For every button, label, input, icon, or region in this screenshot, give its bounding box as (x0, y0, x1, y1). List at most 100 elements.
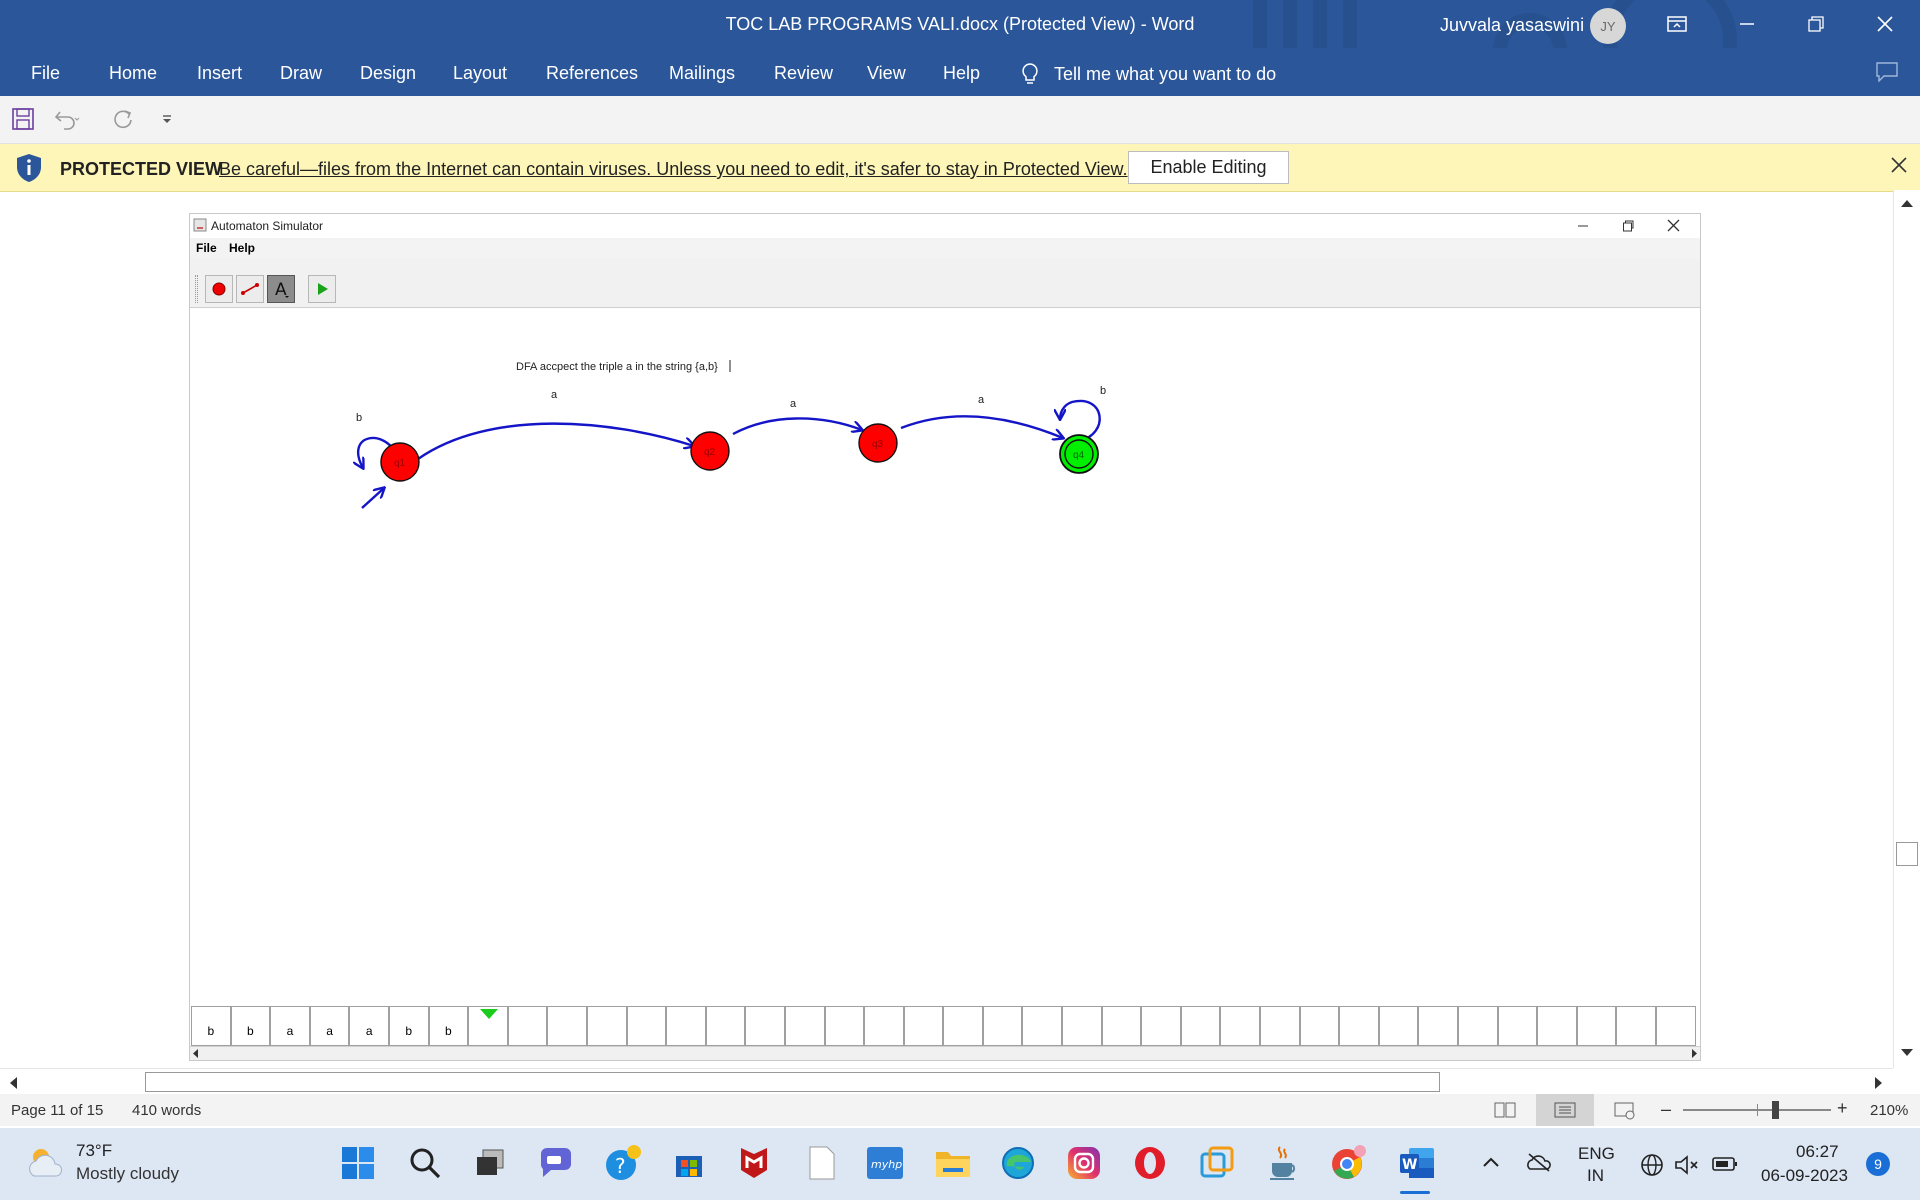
tape-cell[interactable] (864, 1006, 904, 1046)
close-button[interactable] (1862, 0, 1908, 48)
restore-button[interactable] (1793, 0, 1839, 48)
add-state-tool[interactable] (205, 275, 233, 303)
tape-cell[interactable] (982, 1006, 1023, 1046)
start-button[interactable] (337, 1142, 379, 1184)
file-explorer-button[interactable] (932, 1142, 974, 1184)
customize-toolbar-icon[interactable] (160, 114, 174, 124)
scroll-left-icon[interactable] (192, 1049, 200, 1058)
tape-cell[interactable] (586, 1006, 627, 1046)
minimize-button[interactable] (1724, 0, 1770, 48)
tab-home[interactable]: Home (109, 63, 158, 83)
tape-cell[interactable] (547, 1006, 587, 1046)
web-layout-icon[interactable] (1614, 1102, 1636, 1120)
tape-cell[interactable]: b (230, 1006, 271, 1046)
tape-cell[interactable] (507, 1006, 548, 1046)
tape-cell[interactable] (1616, 1006, 1656, 1046)
diagram-note[interactable]: DFA accpect the triple a in the string {… (516, 361, 718, 373)
tape-cell[interactable]: a (309, 1006, 350, 1046)
tape-cell[interactable] (1220, 1006, 1261, 1046)
tab-draw[interactable]: Draw (280, 63, 323, 83)
instagram-button[interactable] (1063, 1142, 1105, 1184)
scroll-down-icon[interactable] (1900, 1048, 1914, 1058)
tape-cell[interactable] (705, 1006, 746, 1046)
read-mode-icon[interactable] (1494, 1102, 1516, 1118)
zoom-slider-thumb[interactable] (1772, 1101, 1779, 1119)
tape-cell[interactable] (903, 1006, 944, 1046)
tab-view[interactable]: View (867, 63, 906, 83)
user-name[interactable]: Juvvala yasaswini (1440, 15, 1585, 35)
tape-cell[interactable]: a (349, 1006, 389, 1046)
horizontal-scroll-thumb[interactable] (145, 1072, 1440, 1092)
sim-close-icon[interactable] (1667, 219, 1680, 232)
enable-editing-button[interactable]: Enable Editing (1128, 151, 1289, 184)
word-count[interactable]: 410 words (132, 1102, 202, 1119)
sim-menu-file[interactable]: File (196, 241, 217, 255)
clock-time[interactable]: 06:27 (1796, 1142, 1839, 1161)
task-view-button[interactable] (469, 1142, 511, 1184)
clock-date[interactable]: 06-09-2023 (1761, 1166, 1848, 1185)
scroll-up-icon[interactable] (1900, 198, 1914, 208)
onedrive-offline-icon[interactable] (1526, 1152, 1552, 1172)
tab-insert[interactable]: Insert (197, 63, 243, 83)
tape-cell[interactable] (1497, 1006, 1538, 1046)
tape-cell[interactable] (784, 1006, 825, 1046)
simulator-scrollbar[interactable] (190, 1046, 1700, 1060)
scroll-right-icon[interactable] (1874, 1076, 1884, 1090)
myhp-button[interactable]: myhp (864, 1142, 906, 1184)
sim-menu-help[interactable]: Help (229, 241, 256, 255)
text-tool[interactable]: A (267, 275, 295, 303)
tape-cell[interactable] (1299, 1006, 1340, 1046)
network-globe-icon[interactable] (1640, 1153, 1664, 1177)
ribbon-display-options-icon[interactable] (1654, 0, 1700, 48)
opera-button[interactable] (1129, 1142, 1171, 1184)
sim-minimize-icon[interactable] (1577, 220, 1589, 232)
tape-cell[interactable] (1576, 1006, 1617, 1046)
zoom-out-icon[interactable]: – (1661, 1099, 1672, 1119)
tape-cell[interactable] (1418, 1006, 1458, 1046)
horizontal-scrollbar[interactable] (0, 1068, 1893, 1094)
tab-file[interactable]: File (31, 63, 61, 83)
state-q4[interactable]: q4 (1059, 434, 1099, 474)
tape-cell[interactable] (1062, 1006, 1102, 1046)
vertical-scroll-thumb[interactable] (1896, 842, 1918, 866)
print-layout-button[interactable] (1536, 1094, 1594, 1126)
sim-maximize-icon[interactable] (1622, 220, 1634, 232)
close-bar-icon[interactable] (1890, 156, 1908, 174)
get-help-button[interactable]: ? (602, 1142, 644, 1184)
state-q3[interactable]: q3 (858, 423, 898, 463)
zoom-level[interactable]: 210% (1870, 1102, 1909, 1119)
save-icon[interactable] (12, 108, 34, 130)
snipping-tool-button[interactable] (1196, 1142, 1238, 1184)
undo-icon[interactable] (54, 108, 80, 130)
tab-mailings[interactable]: Mailings (669, 63, 736, 83)
tab-references[interactable]: References (546, 63, 639, 83)
tape-cell[interactable] (1458, 1006, 1498, 1046)
tell-me-search[interactable]: Tell me what you want to do (1020, 62, 1276, 86)
tape-head-cell[interactable] (468, 1006, 508, 1046)
tape-cell[interactable]: a (270, 1006, 310, 1046)
tape-cell[interactable] (626, 1006, 667, 1046)
tape-cell[interactable]: b (428, 1006, 469, 1046)
tape-cell[interactable]: b (191, 1006, 231, 1046)
comments-icon[interactable] (1876, 62, 1898, 82)
speaker-muted-icon[interactable] (1674, 1154, 1700, 1176)
zoom-in-icon[interactable]: + (1837, 1098, 1848, 1118)
tape-cell[interactable] (824, 1006, 865, 1046)
tape-cell[interactable]: b (388, 1006, 429, 1046)
tape-cell[interactable] (943, 1006, 983, 1046)
java-button[interactable] (1262, 1142, 1304, 1184)
protected-view-message[interactable]: Be careful—files from the Internet can c… (219, 159, 1128, 179)
weather-condition[interactable]: Mostly cloudy (76, 1164, 179, 1183)
chevron-up-icon[interactable] (1482, 1156, 1500, 1168)
run-simulation-button[interactable] (308, 275, 336, 303)
notification-badge[interactable]: 9 (1866, 1152, 1890, 1176)
tab-layout[interactable]: Layout (453, 63, 508, 83)
tape-cell[interactable] (1260, 1006, 1300, 1046)
tape-cell[interactable] (1022, 1006, 1063, 1046)
automaton-canvas[interactable]: DFA accpect the triple a in the string {… (190, 309, 1700, 1019)
tape-cell[interactable] (1101, 1006, 1142, 1046)
weather-temperature[interactable]: 73°F (76, 1141, 113, 1160)
avatar[interactable]: JY (1590, 8, 1626, 44)
mcafee-button[interactable] (733, 1142, 775, 1184)
vertical-scrollbar[interactable] (1893, 190, 1920, 1068)
